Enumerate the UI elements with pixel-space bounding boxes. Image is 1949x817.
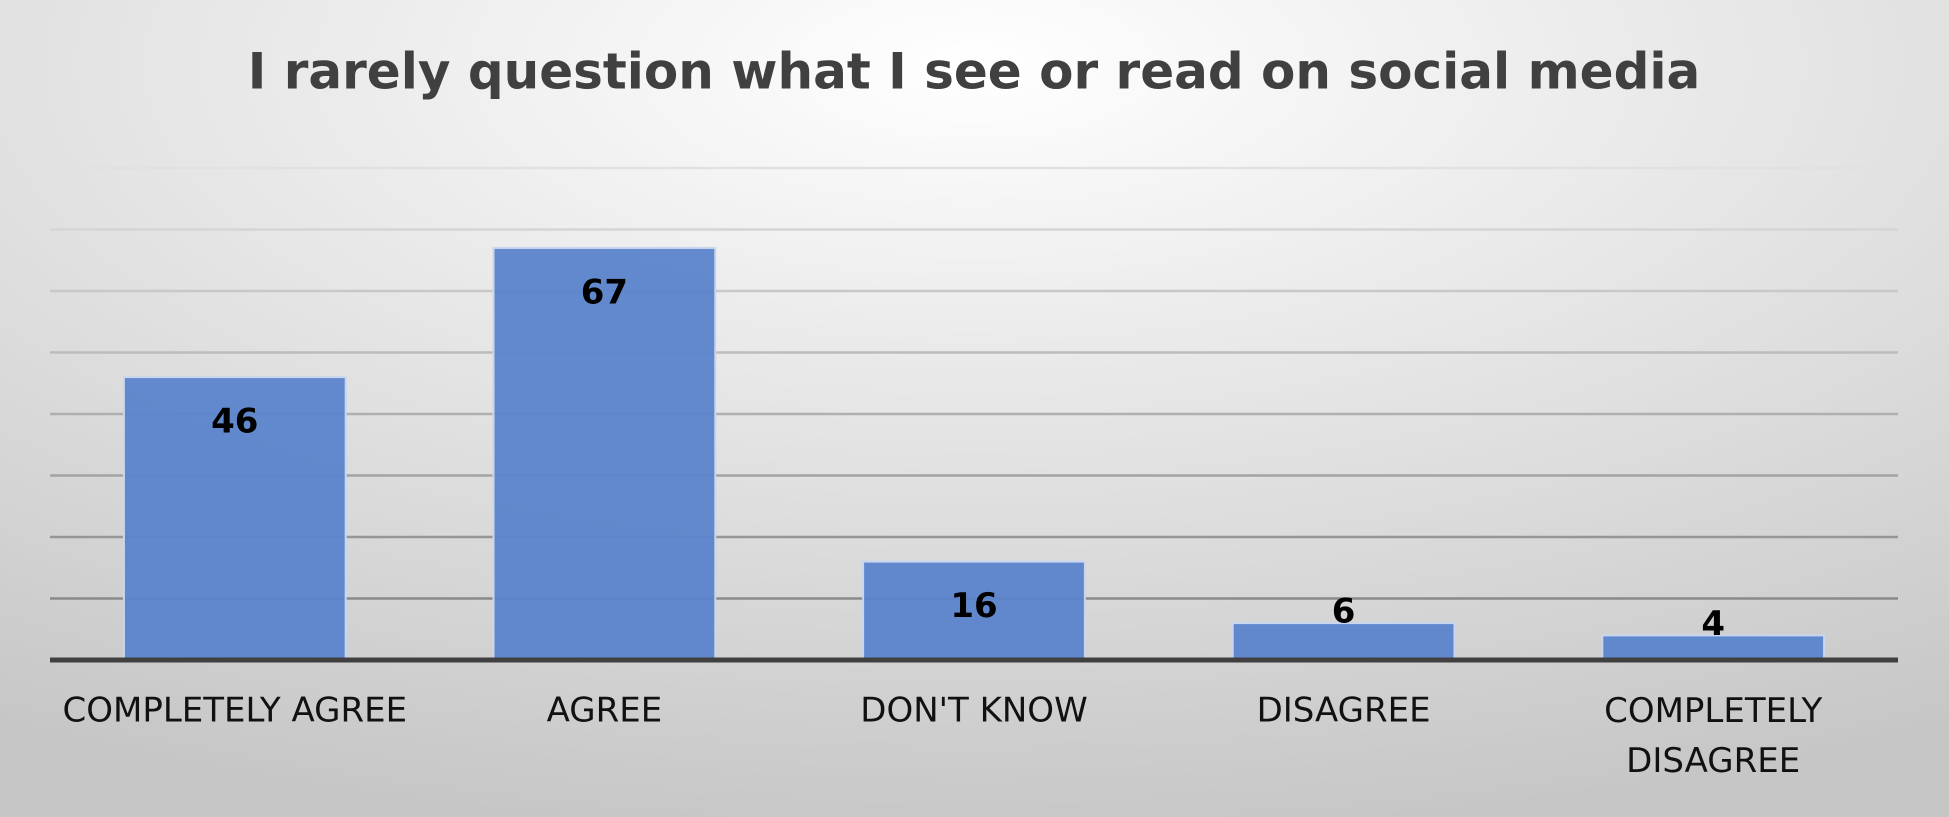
bar	[122, 376, 347, 661]
data-label: 4	[1701, 604, 1725, 644]
x-tick-label: DON'T KNOW	[860, 691, 1087, 731]
bar	[492, 246, 717, 661]
chart-title: I rarely question what I see or read on …	[248, 43, 1701, 101]
x-tick-label: COMPLETELY AGREE	[62, 691, 407, 731]
bar	[862, 560, 1086, 661]
data-label: 6	[1332, 592, 1356, 632]
bar	[1231, 622, 1456, 661]
data-label: 46	[211, 402, 258, 442]
x-tick-label: COMPLETELY DISAGREE	[1604, 691, 1822, 781]
x-tick-label: AGREE	[547, 691, 663, 731]
data-label: 16	[950, 586, 997, 626]
data-label: 67	[581, 272, 628, 312]
x-tick-label: DISAGREE	[1257, 691, 1431, 731]
